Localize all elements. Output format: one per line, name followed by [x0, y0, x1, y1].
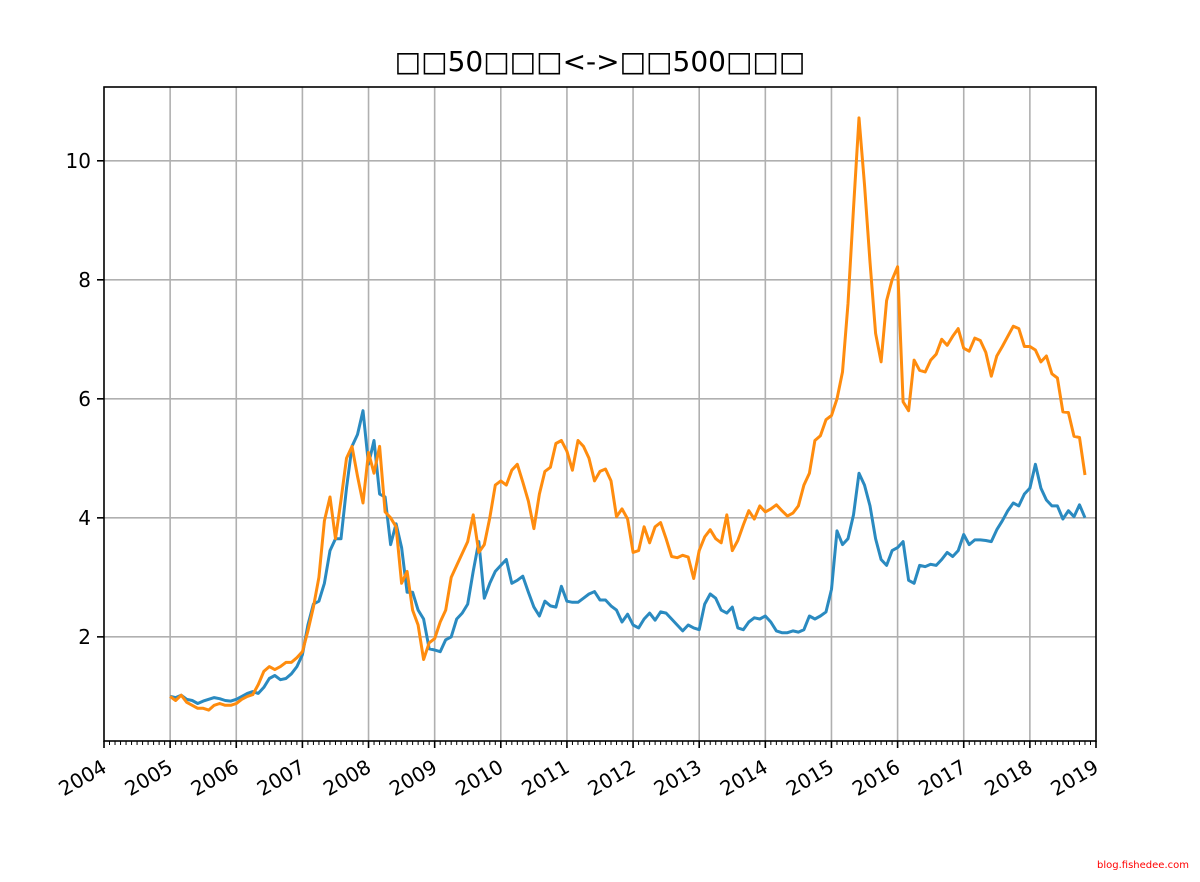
chart-title: □□50□□□<->□□500□□□ — [395, 45, 806, 78]
series-lines — [169, 116, 1087, 712]
y-tick-label: 10 — [66, 149, 91, 173]
y-tick-label: 8 — [78, 268, 91, 292]
grid — [104, 87, 1096, 741]
y-tick-label: 4 — [78, 506, 91, 530]
series-line-blue — [169, 409, 1087, 705]
y-tick-label: 6 — [78, 387, 91, 411]
y-tick-label: 2 — [78, 625, 91, 649]
series-line-orange — [169, 116, 1087, 712]
watermark: blog.fishedee.com — [1097, 860, 1189, 871]
